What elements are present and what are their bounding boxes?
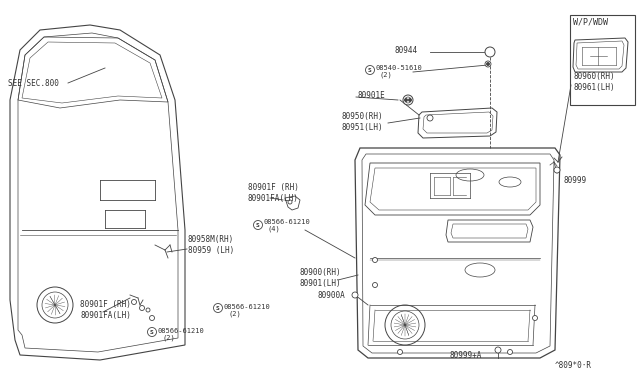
Circle shape	[150, 315, 154, 321]
Text: 80999+A: 80999+A	[450, 350, 483, 359]
Circle shape	[495, 347, 501, 353]
Circle shape	[403, 95, 413, 105]
Text: 80999: 80999	[564, 176, 587, 185]
Circle shape	[214, 304, 223, 312]
Text: 80950(RH)
80951(LH): 80950(RH) 80951(LH)	[342, 112, 383, 132]
Text: (2): (2)	[162, 335, 175, 341]
Circle shape	[365, 65, 374, 74]
Circle shape	[146, 308, 150, 312]
Circle shape	[532, 315, 538, 321]
Circle shape	[372, 257, 378, 263]
Circle shape	[404, 99, 408, 102]
Circle shape	[397, 350, 403, 355]
Text: (4): (4)	[268, 226, 281, 232]
Circle shape	[140, 305, 145, 311]
Circle shape	[405, 97, 411, 103]
Circle shape	[372, 282, 378, 288]
Circle shape	[554, 167, 560, 173]
Text: 08566-61210: 08566-61210	[224, 304, 271, 310]
Circle shape	[147, 327, 157, 337]
Text: 08566-61210: 08566-61210	[158, 328, 205, 334]
Text: 80958M(RH)
80959 (LH): 80958M(RH) 80959 (LH)	[188, 235, 234, 255]
Bar	[570, 15, 635, 105]
Text: (2): (2)	[228, 311, 241, 317]
Text: 80901E: 80901E	[358, 90, 386, 99]
Text: 80900A: 80900A	[318, 291, 346, 299]
Text: 80900(RH)
80901(LH): 80900(RH) 80901(LH)	[300, 268, 342, 288]
Text: W/P/WDW: W/P/WDW	[573, 17, 608, 26]
Circle shape	[486, 62, 490, 65]
Circle shape	[508, 350, 513, 355]
Circle shape	[485, 61, 491, 67]
Text: SEE SEC.800: SEE SEC.800	[8, 78, 59, 87]
Text: S: S	[256, 222, 260, 228]
Text: 80960(RH)
80961(LH): 80960(RH) 80961(LH)	[574, 72, 616, 92]
Circle shape	[408, 99, 412, 102]
Circle shape	[427, 115, 433, 121]
Text: S: S	[368, 67, 372, 73]
Circle shape	[485, 47, 495, 57]
Text: S: S	[216, 305, 220, 311]
Text: (2): (2)	[380, 72, 393, 78]
Text: 08540-51610: 08540-51610	[376, 65, 423, 71]
Text: 80944: 80944	[395, 45, 418, 55]
Text: S: S	[150, 330, 154, 334]
Text: 80901F (RH)
80901FA(LH): 80901F (RH) 80901FA(LH)	[248, 183, 299, 203]
Circle shape	[131, 299, 136, 305]
Text: 08566-61210: 08566-61210	[264, 219, 311, 225]
Text: ^809*0·R: ^809*0·R	[555, 360, 592, 369]
Text: 80901F (RH)
80901FA(LH): 80901F (RH) 80901FA(LH)	[80, 300, 131, 320]
Circle shape	[352, 292, 358, 298]
Circle shape	[288, 200, 292, 204]
Circle shape	[253, 221, 262, 230]
